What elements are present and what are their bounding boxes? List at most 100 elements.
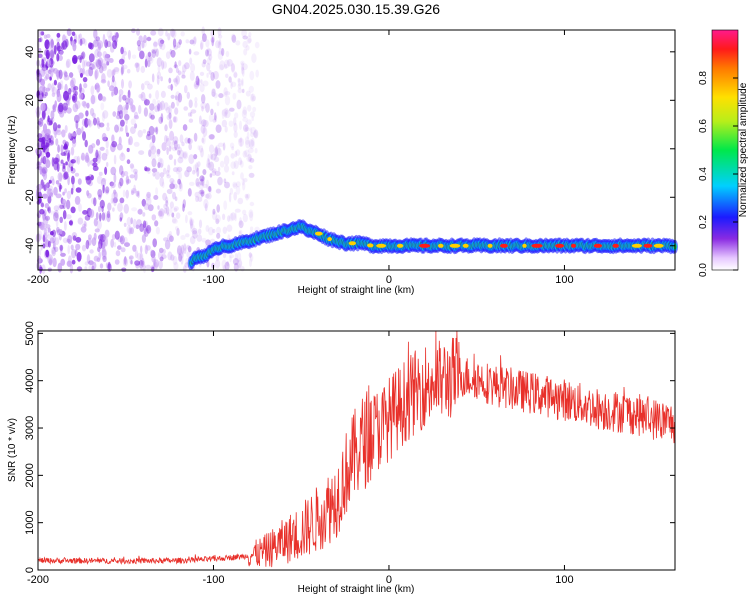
noise-blob <box>42 67 49 75</box>
noise-blob <box>56 92 62 103</box>
noise-blob <box>64 221 67 231</box>
noise-blob <box>151 48 157 54</box>
x-tick-label: 0 <box>386 574 392 586</box>
noise-blob <box>92 261 97 270</box>
noise-blob <box>74 195 81 205</box>
noise-blob <box>211 88 216 97</box>
y-tick-label: 1000 <box>24 510 36 534</box>
noise-blob <box>224 95 231 106</box>
noise-blob <box>82 59 86 70</box>
noise-blob <box>214 115 218 123</box>
noise-blob <box>197 228 202 235</box>
noise-blob <box>192 37 197 46</box>
noise-blob <box>94 37 98 44</box>
noise-blob <box>253 129 259 139</box>
noise-blob <box>212 118 217 123</box>
noise-blob <box>101 132 107 142</box>
noise-blob <box>169 235 174 242</box>
noise-blob <box>241 67 245 77</box>
noise-blob <box>146 130 151 137</box>
noise-blob <box>37 213 41 219</box>
noise-blob <box>54 100 57 108</box>
noise-blob <box>217 41 222 49</box>
noise-blob <box>122 105 127 111</box>
noise-blob <box>230 80 233 90</box>
noise-blob <box>44 91 49 97</box>
noise-blob <box>49 68 54 78</box>
noise-blob <box>130 217 133 225</box>
noise-blob <box>177 92 183 103</box>
noise-blob <box>184 62 190 70</box>
spectrogram-x-ticks: -200 -100 0 100 <box>27 30 574 286</box>
noise-blob <box>88 53 95 63</box>
noise-blob <box>218 39 222 46</box>
noise-blob <box>216 226 221 235</box>
noise-blob <box>68 72 74 78</box>
noise-blob <box>57 203 63 211</box>
noise-blob <box>138 260 145 266</box>
noise-blob <box>192 230 198 239</box>
noise-blob <box>234 208 241 213</box>
noise-blob <box>160 42 166 51</box>
noise-blob <box>141 198 146 207</box>
noise-blob <box>224 261 230 271</box>
noise-blob <box>95 139 101 146</box>
noise-blob <box>40 31 45 36</box>
noise-blob <box>236 252 242 262</box>
noise-blob <box>67 163 71 173</box>
ridge-peak <box>396 243 404 248</box>
noise-blob <box>51 117 55 122</box>
noise-blob <box>90 94 96 105</box>
noise-blob <box>162 61 167 69</box>
noise-blob <box>239 136 243 147</box>
noise-blob <box>72 95 76 101</box>
noise-blob <box>164 124 168 132</box>
noise-blob <box>236 99 242 110</box>
noise-blob <box>90 85 95 96</box>
noise-blob <box>154 171 161 180</box>
noise-blob <box>167 32 171 41</box>
noise-blob <box>236 258 243 268</box>
noise-blob <box>101 73 106 83</box>
noise-blob <box>45 151 51 158</box>
noise-blob <box>42 181 46 190</box>
noise-blob <box>246 35 252 44</box>
noise-blob <box>145 193 151 201</box>
noise-blob <box>246 131 250 140</box>
noise-blob <box>213 156 220 163</box>
noise-blob <box>119 177 124 187</box>
noise-blob <box>137 190 140 198</box>
noise-blob <box>183 243 187 251</box>
noise-blob <box>253 130 258 138</box>
noise-blob <box>205 102 210 113</box>
noise-blob <box>98 191 103 198</box>
noise-blob <box>169 130 175 141</box>
noise-blob <box>110 182 116 189</box>
noise-blob <box>93 197 97 207</box>
noise-blob <box>172 136 179 145</box>
noise-blob <box>59 244 64 251</box>
noise-blob <box>172 179 176 186</box>
noise-blob <box>101 63 107 72</box>
noise-blob <box>42 94 47 99</box>
noise-blob <box>137 129 143 138</box>
noise-blob <box>187 138 193 145</box>
noise-blob <box>92 162 98 168</box>
noise-blob <box>141 257 145 268</box>
noise-blob <box>172 255 178 266</box>
noise-blob <box>225 73 229 79</box>
spectrogram-y-ticks: -40 -20 0 20 40 <box>24 46 675 254</box>
noise-blob <box>231 34 237 43</box>
noise-blob <box>146 224 152 234</box>
noise-blob <box>96 84 101 93</box>
noise-blob <box>135 190 139 197</box>
noise-blob <box>182 64 187 73</box>
noise-blob <box>97 93 103 101</box>
noise-blob <box>224 91 231 96</box>
noise-blob <box>82 68 86 75</box>
noise-blob <box>87 237 92 246</box>
noise-blob <box>153 127 158 133</box>
colorbar: 0.0 0.2 0.4 0.6 0.8 Normalized spectral ampl… <box>698 29 749 277</box>
noise-blob <box>118 136 122 146</box>
noise-blob <box>91 94 97 104</box>
